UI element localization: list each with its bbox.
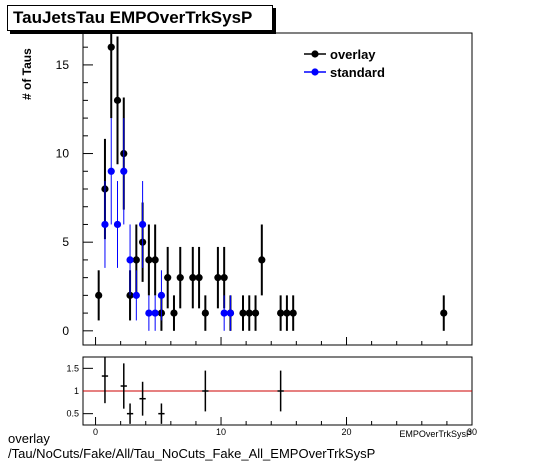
overlay-point xyxy=(258,256,266,264)
overlay-point xyxy=(220,274,228,282)
main-ytick-label: 10 xyxy=(56,147,70,161)
overlay-point xyxy=(151,256,159,264)
ratio-ytick-label: 0.5 xyxy=(66,409,79,419)
legend-label-standard: standard xyxy=(330,65,385,80)
ratio-xtick-label: 10 xyxy=(216,427,226,437)
standard-point xyxy=(139,220,147,229)
ratio-xtick-label: 0 xyxy=(93,427,98,437)
ratio-ytick-label: 1 xyxy=(74,386,79,396)
main-frame xyxy=(82,32,473,346)
ratio-xtick-label: 30 xyxy=(467,427,477,437)
plot-title: TauJetsTau EMPOverTrkSysP xyxy=(7,5,273,31)
overlay-point xyxy=(214,274,222,282)
overlay-point xyxy=(440,309,448,317)
overlay-point xyxy=(195,274,203,282)
y-axis-label: # of Taus xyxy=(20,48,34,100)
overlay-point xyxy=(164,274,172,282)
overlay-point xyxy=(189,274,197,282)
ratio-xtick-label: 20 xyxy=(342,427,352,437)
legend-label-overlay: overlay xyxy=(330,47,376,62)
standard-point xyxy=(151,309,159,317)
main-ytick-label: 0 xyxy=(62,324,69,338)
overlay-point xyxy=(245,309,253,317)
ratio-ytick-label: 1.5 xyxy=(66,363,79,373)
footer-line-2: /Tau/NoCuts/Fake/All/Tau_NoCuts_Fake_All… xyxy=(8,446,376,461)
overlay-point xyxy=(170,309,178,317)
x-axis-label: EMPOverTrkSysP xyxy=(399,429,472,439)
overlay-point xyxy=(289,309,297,317)
standard-point xyxy=(107,167,115,175)
standard-point xyxy=(126,256,134,264)
main-ytick-label: 15 xyxy=(56,58,70,72)
standard-point xyxy=(101,220,109,229)
standard-point xyxy=(145,309,153,317)
overlay-point xyxy=(283,309,291,317)
main-ytick-label: 5 xyxy=(62,235,69,249)
overlay-point xyxy=(95,291,103,299)
standard-point xyxy=(226,309,235,317)
footer-line-1: overlay xyxy=(8,431,50,446)
overlay-point xyxy=(251,309,260,317)
standard-point xyxy=(120,167,128,175)
standard-point xyxy=(220,309,228,317)
standard-point xyxy=(157,291,166,299)
legend-marker-standard xyxy=(311,68,319,76)
overlay-point xyxy=(113,96,122,104)
overlay-point xyxy=(201,309,209,317)
main-plot-layer: 0 5 10 15 overlay standard xyxy=(56,32,473,346)
overlay-point xyxy=(277,309,285,317)
overlay-point xyxy=(107,43,115,51)
overlay-point xyxy=(239,309,247,317)
overlay-point xyxy=(132,256,140,264)
legend-marker-overlay xyxy=(311,50,319,58)
standard-point xyxy=(113,220,122,229)
overlay-point xyxy=(176,274,184,282)
standard-point xyxy=(132,291,140,299)
overlay-point xyxy=(145,256,153,264)
